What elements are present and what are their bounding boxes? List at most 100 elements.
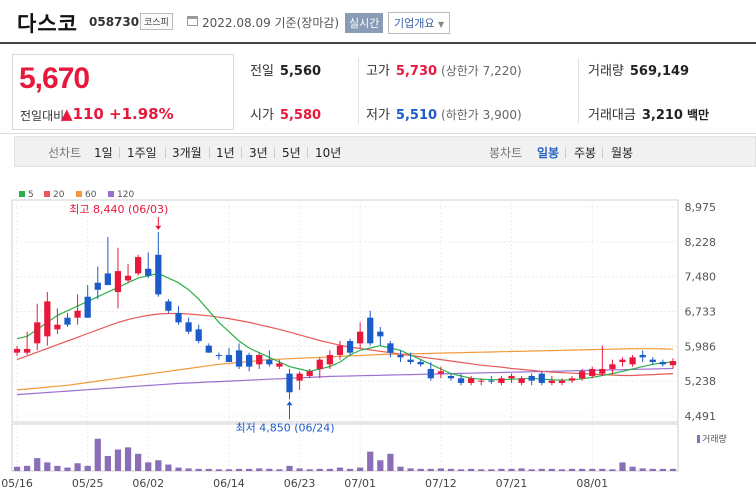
candle-body xyxy=(579,371,586,379)
volume-bar xyxy=(34,458,41,471)
volume-bar xyxy=(407,468,414,471)
period-5y[interactable]: 5년 xyxy=(282,146,301,160)
volume-bar xyxy=(558,469,566,471)
volume-bar xyxy=(377,460,384,471)
volume-label: 거래량 xyxy=(588,64,624,79)
candle-weekly[interactable]: 주봉 xyxy=(574,146,597,160)
candle xyxy=(246,352,253,372)
volume: 거래량 569,149 xyxy=(588,60,689,79)
period-3y[interactable]: 3년 xyxy=(249,146,268,160)
company-overview-dropdown[interactable]: 기업개요 ▼ xyxy=(388,12,451,34)
x-tick-label: 07/01 xyxy=(344,477,376,490)
candle xyxy=(316,357,323,379)
volume-bar xyxy=(639,468,646,471)
legend-swatch xyxy=(76,191,82,197)
divider xyxy=(602,147,603,158)
candle-body xyxy=(437,371,444,374)
candle xyxy=(548,375,555,386)
candle xyxy=(528,373,535,386)
candle-body xyxy=(589,368,596,376)
candle-chart-label: 봉차트 xyxy=(489,146,523,160)
candle-body xyxy=(104,273,111,286)
divider xyxy=(165,147,166,158)
volume-bar xyxy=(24,465,31,471)
low-arrowhead-icon xyxy=(286,401,293,406)
legend-swatch xyxy=(697,435,700,443)
period-1y[interactable]: 1년 xyxy=(216,146,235,160)
volume-bar xyxy=(246,468,253,471)
open-label: 시가 xyxy=(250,108,274,123)
realtime-button[interactable]: 실시간 xyxy=(345,13,384,33)
candle xyxy=(437,366,444,379)
candle xyxy=(609,359,616,374)
period-3m[interactable]: 3개월 xyxy=(172,146,202,160)
volume-bar xyxy=(468,468,475,471)
period-10y[interactable]: 10년 xyxy=(315,146,342,160)
candle xyxy=(518,375,525,386)
volume-bar xyxy=(498,468,505,471)
volume-bar xyxy=(427,468,434,471)
volume-bar xyxy=(669,468,677,471)
candle xyxy=(24,331,31,355)
candle-body xyxy=(457,378,465,383)
volume-bar xyxy=(417,468,424,471)
legend-ma20: 20 xyxy=(44,190,64,200)
volume-bar xyxy=(195,468,202,471)
period-1w[interactable]: 1주일 xyxy=(127,146,157,160)
stock-code: 058730 xyxy=(89,15,140,29)
volume-bar xyxy=(13,466,21,471)
prev-close-label: 전일 xyxy=(250,64,274,79)
candle-body xyxy=(296,373,303,381)
candle xyxy=(659,359,666,367)
candle-body xyxy=(548,380,555,383)
period-1d[interactable]: 1일 xyxy=(94,146,113,160)
volume-bar xyxy=(599,468,606,471)
candle-body xyxy=(357,331,364,344)
low-value: 5,510 xyxy=(395,108,438,123)
day-high: 고가 5,730 (상한가 7,220) xyxy=(366,60,522,79)
x-tick-label: 06/23 xyxy=(284,477,316,490)
chart-annotations: 최고 8,440 (06/03) 최저 4,850 (06/24) xyxy=(69,203,334,434)
candle-monthly[interactable]: 월봉 xyxy=(611,146,634,160)
candle xyxy=(357,322,364,348)
volume-bar xyxy=(165,464,172,471)
candle xyxy=(104,237,111,286)
volume-bar xyxy=(336,467,344,471)
candle xyxy=(336,341,344,360)
chevron-down-icon: ▼ xyxy=(437,20,445,29)
line-chart-label: 선차트 xyxy=(48,146,82,160)
ma20-line xyxy=(16,312,674,377)
candle-daily[interactable]: 일봉 xyxy=(537,146,560,160)
volume-bar xyxy=(74,463,81,471)
candle-body xyxy=(195,329,202,342)
candle xyxy=(478,378,485,386)
volume-bar xyxy=(124,447,132,471)
volume-bar xyxy=(276,469,283,471)
candle xyxy=(94,266,101,300)
prev-close: 전일 5,560 xyxy=(250,60,321,79)
volume-bar xyxy=(357,467,364,471)
prev-close-value: 5,560 xyxy=(279,64,322,79)
chart-toolbar: 선차트 1일 1주일 3개월 1년 3년 5년 10년 봉차트 일봉 주봉 월봉 xyxy=(14,136,756,167)
lower-limit: (하한가 3,900) xyxy=(441,108,522,122)
low-annotation: 최저 4,850 (06/24) xyxy=(235,421,334,434)
candle-body xyxy=(407,359,414,362)
x-tick-label: 05/25 xyxy=(72,477,104,490)
candle xyxy=(64,313,71,328)
candle-body xyxy=(155,254,162,295)
candle xyxy=(276,359,283,369)
market-badge: 코스피 xyxy=(140,13,173,30)
x-tick-label: 06/14 xyxy=(213,477,245,490)
divider xyxy=(119,147,120,158)
volume-bar xyxy=(447,468,455,471)
candle xyxy=(195,324,202,344)
candle xyxy=(13,346,21,356)
candle-body xyxy=(124,275,132,281)
calendar-icon xyxy=(187,16,198,26)
candle-body xyxy=(225,354,233,362)
high-annotation: 최고 8,440 (06/03) xyxy=(69,203,168,216)
candle-body xyxy=(135,257,142,274)
divider xyxy=(307,147,308,158)
volume-bar xyxy=(235,468,243,471)
